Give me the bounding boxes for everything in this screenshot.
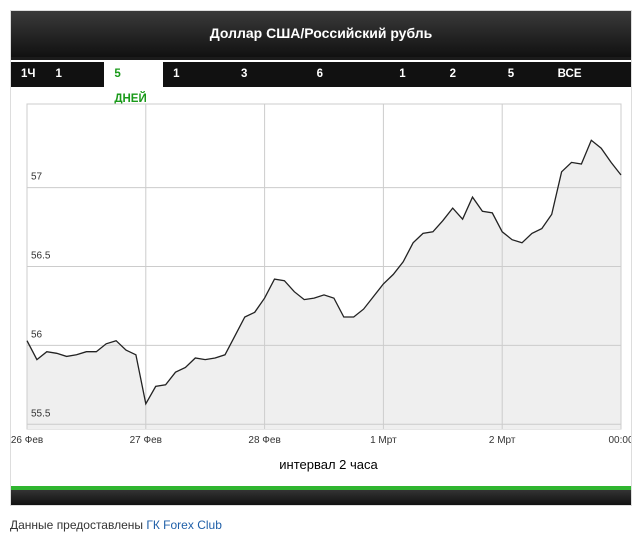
x-tick-label: 00:00 [608, 435, 631, 446]
footer-link[interactable]: ГК Forex Club [146, 518, 222, 532]
footer: Данные предоставлены ГК Forex Club [10, 518, 222, 532]
tab[interactable]: 1Ч [21, 68, 36, 80]
area [27, 140, 621, 430]
chart-type-switch: интервал 2 часа [11, 457, 631, 472]
tab[interactable]: 1 ДЕНЬ [55, 68, 88, 105]
x-tick-label: 26 Фев [11, 435, 43, 446]
y-tick-label: 55.5 [31, 408, 51, 419]
tab[interactable]: 6 МЕСЯЦЕВ [316, 68, 375, 105]
y-tick-label: 57 [31, 172, 43, 183]
tab[interactable]: ВСЕ ВРЕМЯ [557, 68, 600, 105]
tab[interactable]: 2 ГОДА [449, 68, 482, 105]
x-tick-label: 28 Фев [248, 435, 280, 446]
bottom-bar [11, 490, 631, 505]
y-tick-label: 56 [31, 329, 43, 340]
tab[interactable]: 5 ЛЕТ [507, 68, 531, 105]
tab[interactable]: 1 МЕСЯЦ [173, 68, 216, 105]
x-tick-label: 2 Мрт [489, 435, 516, 446]
tab[interactable]: 5 ДНЕЙ [104, 62, 164, 105]
line [26, 139, 622, 406]
x-tick-label: 1 Мрт [370, 435, 397, 446]
x-tick-label: 27 Фев [130, 435, 162, 446]
tab[interactable]: 1 ГОД [399, 68, 423, 105]
tab[interactable]: 3 МЕСЯЦА [241, 68, 292, 105]
interval: интервал 2 часа [279, 457, 378, 472]
bottom-accent [11, 486, 631, 490]
widget-title: Доллар США/Российский рубль [11, 11, 631, 60]
footer-text: Данные предоставлены [10, 518, 144, 532]
y-tick-label: 56.5 [31, 251, 51, 262]
widget: Доллар США/Российский рубль 1Ч 1 ДЕНЬ 5 ДН… [10, 10, 632, 506]
tab-bar: 1Ч 1 ДЕНЬ 5 ДНЕЙ 1 МЕСЯЦ 3 МЕСЯЦА 6 МЕСЯЦЕВ 1 … [11, 62, 631, 105]
chart: 55.5 56 56.5 57 26 Фев 27 Фев 28 Фев 1 Мрт 2 Мрт… [11, 103, 631, 446]
